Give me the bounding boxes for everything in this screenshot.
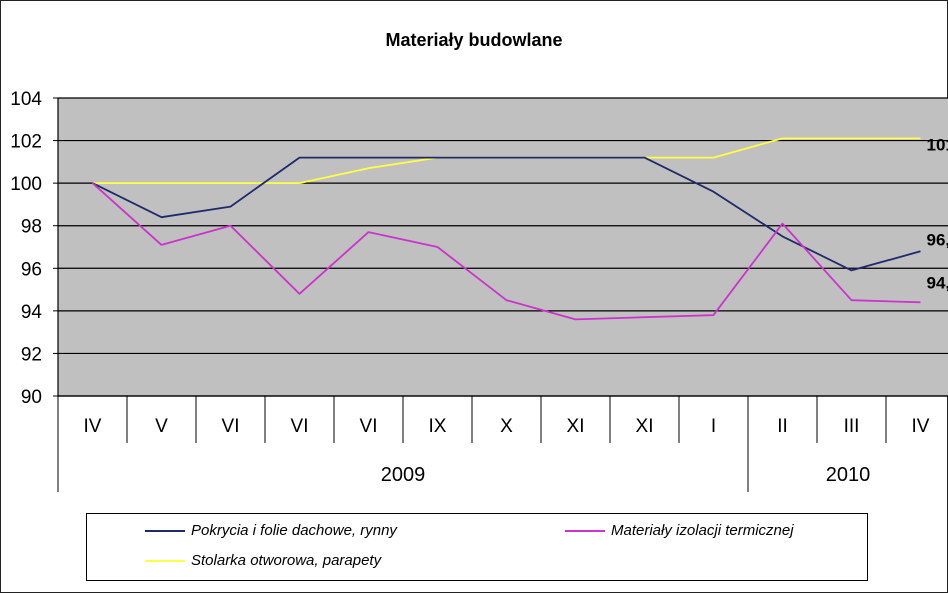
legend-item-stolarka: Stolarka otworowa, parapety [145,552,381,569]
x-tick-label: XI [567,416,585,437]
series-lines [91,137,921,321]
chart-title: Materiały budowlane [385,30,563,50]
legend-swatch [145,559,185,562]
legend: Pokrycia i folie dachowe, rynny Materiał… [86,513,868,581]
y-tick-label: 96 [21,259,42,280]
x-tick-label: VI [291,416,309,437]
y-tick-label: 92 [21,344,42,365]
legend-swatch [145,529,185,532]
y-tick-label: 102 [10,132,42,153]
x-tick-label: XI [636,416,654,437]
y-tick-label: 100 [10,174,42,195]
x-tick-label: VI [222,416,240,437]
x-tick-label: II [777,416,788,437]
x-tick-label: X [500,416,513,437]
series-line-1 [91,182,921,321]
x-tick-label: IV [912,416,930,437]
legend-item-pokrycia: Pokrycia i folie dachowe, rynny [145,522,397,539]
y-axis-ticks: 90 92 94 96 98 100 102 104 [10,89,59,408]
y-tick-label: 94 [21,302,43,323]
legend-swatch [565,529,605,532]
plot-area [58,98,948,396]
data-label-end: 101,6 [927,135,948,154]
legend-label: Materiały izolacji termicznej [611,522,794,539]
y-tick-label: 90 [21,387,42,408]
year-label: 2009 [381,464,426,486]
x-tick-label: V [155,416,168,437]
data-labels: 96, 94, 101,6 [927,135,948,292]
x-tick-label: IX [429,416,447,437]
legend-item-izolacji: Materiały izolacji termicznej [565,522,794,539]
legend-label: Stolarka otworowa, parapety [191,552,382,569]
y-tick-label: 98 [21,217,42,238]
data-label-end: 94, [927,273,948,292]
y-tick-label: 104 [10,89,42,110]
year-label: 2010 [826,464,871,486]
x-tick-label: VI [360,416,378,437]
x-tick-label: III [844,416,860,437]
x-tick-label: IV [84,416,102,437]
x-tick-label: I [711,416,716,437]
series-line-0 [92,156,921,272]
legend-label: Pokrycia i folie dachowe, rynny [191,522,397,539]
data-label-end: 96, [927,230,948,249]
